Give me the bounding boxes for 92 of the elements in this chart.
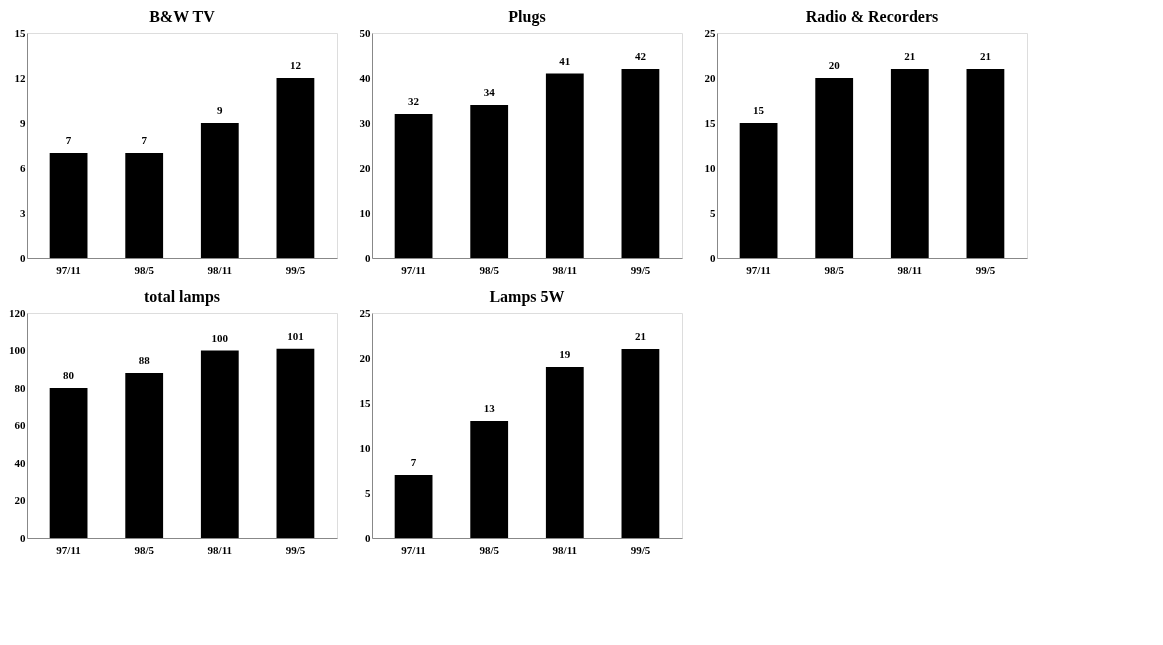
x-tick-label: 97/11 (56, 263, 81, 276)
y-tick-label: 10 (359, 441, 371, 454)
x-tick-label: 99/5 (285, 263, 306, 276)
y-tick-label: 15 (359, 396, 371, 409)
y-tick-label: 0 (20, 251, 26, 264)
chart-title: Plugs (508, 8, 546, 26)
data-label: 42 (634, 50, 647, 62)
y-tick-label: 100 (9, 344, 26, 356)
y-tick-label: 20 (359, 351, 371, 364)
y-tick-label: 15 (14, 26, 26, 39)
y-tick-label: 20 (359, 161, 371, 174)
data-label: 100 (211, 331, 229, 344)
y-tick-label: 0 (365, 531, 371, 544)
data-label: 7 (141, 134, 148, 146)
x-tick-label: 98/11 (207, 263, 233, 276)
data-label: 13 (483, 402, 496, 414)
data-label: 9 (217, 104, 224, 116)
chart-title: B&W TV (149, 8, 216, 25)
data-label: 21 (634, 330, 646, 342)
y-tick-label: 9 (20, 116, 26, 129)
bar (49, 153, 88, 258)
data-label: 88 (138, 354, 151, 366)
y-tick-label: 5 (710, 206, 716, 219)
bar (621, 349, 660, 538)
bar (125, 153, 164, 258)
y-tick-label: 0 (20, 531, 26, 544)
data-label: 20 (828, 59, 841, 71)
x-tick-label: 98/5 (134, 543, 155, 556)
bar (545, 367, 584, 538)
bar (276, 78, 315, 258)
bar (200, 123, 239, 258)
chart-title: Lamps 5W (489, 288, 565, 306)
chart-title: total lamps (144, 288, 220, 306)
y-tick-label: 3 (20, 206, 26, 219)
y-tick-label: 10 (704, 161, 716, 174)
x-tick-label: 98/11 (897, 263, 923, 276)
bar (966, 69, 1005, 258)
x-tick-label: 97/11 (401, 263, 426, 276)
bar (815, 78, 854, 258)
y-tick-label: 30 (359, 116, 371, 129)
x-tick-label: 99/5 (630, 263, 651, 276)
chart-title: Radio & Recorders (805, 8, 939, 25)
data-label: 21 (979, 50, 991, 62)
bar (621, 69, 660, 258)
y-tick-label: 25 (359, 306, 371, 319)
x-tick-label: 98/5 (479, 543, 500, 556)
x-tick-label: 98/11 (207, 543, 233, 556)
bar (739, 123, 778, 258)
x-tick-label: 97/11 (56, 543, 81, 556)
data-label: 101 (287, 329, 304, 342)
data-label: 7 (410, 456, 417, 468)
y-tick-label: 0 (710, 251, 716, 264)
bar (890, 69, 929, 258)
y-tick-label: 40 (359, 71, 371, 84)
bar (470, 421, 509, 538)
data-label: 80 (63, 369, 75, 381)
bar (545, 73, 584, 258)
x-tick-label: 98/5 (479, 263, 500, 276)
x-tick-label: 98/11 (552, 543, 578, 556)
y-tick-label: 5 (365, 486, 371, 499)
x-tick-label: 99/5 (285, 543, 306, 556)
bar (394, 475, 433, 538)
y-tick-label: 12 (14, 71, 26, 84)
x-tick-label: 98/5 (824, 263, 845, 276)
bar (394, 114, 433, 258)
data-label: 41 (559, 54, 571, 67)
y-tick-label: 20 (14, 494, 26, 506)
x-tick-label: 99/5 (630, 543, 651, 556)
y-tick-label: 0 (365, 251, 371, 264)
data-label: 34 (483, 86, 496, 98)
x-tick-label: 98/11 (552, 263, 578, 276)
data-label: 32 (408, 95, 420, 107)
y-tick-label: 40 (14, 456, 26, 469)
y-tick-label: 60 (14, 419, 26, 431)
data-label: 19 (559, 348, 571, 360)
y-tick-label: 15 (704, 116, 716, 129)
data-label: 15 (753, 104, 765, 116)
y-tick-label: 80 (14, 381, 26, 394)
data-label: 12 (289, 59, 302, 71)
x-tick-label: 99/5 (975, 263, 996, 276)
y-tick-label: 20 (704, 71, 716, 84)
y-tick-label: 6 (20, 161, 26, 174)
x-tick-label: 98/5 (134, 263, 155, 276)
y-tick-label: 50 (359, 26, 371, 39)
data-label: 21 (904, 50, 916, 62)
x-tick-label: 97/11 (746, 263, 771, 276)
y-tick-label: 25 (704, 26, 716, 39)
y-tick-label: 10 (359, 206, 371, 219)
y-tick-label: 120 (9, 306, 26, 319)
data-label: 7 (65, 134, 72, 146)
bar (470, 105, 509, 258)
x-tick-label: 97/11 (401, 543, 426, 556)
